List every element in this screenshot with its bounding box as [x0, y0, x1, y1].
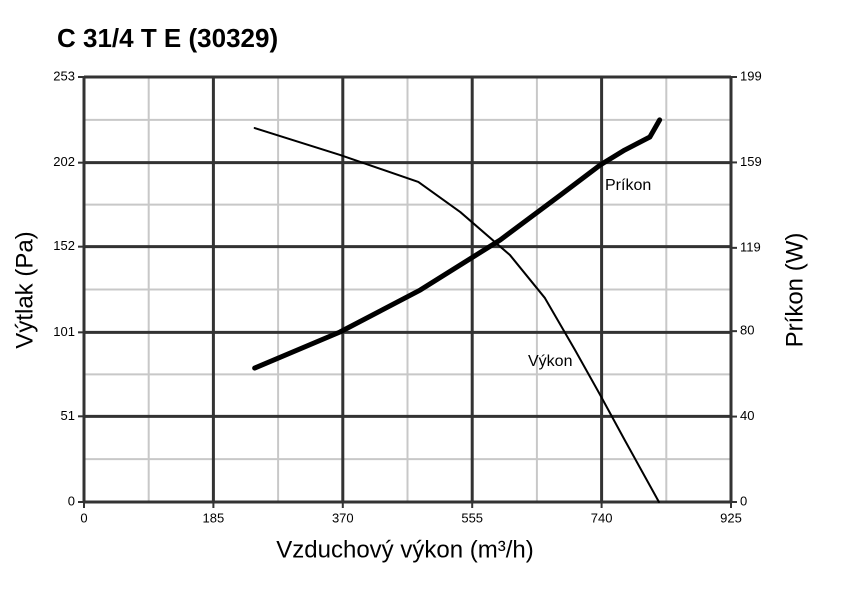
y-tick-label: 152	[53, 238, 75, 253]
y-tick-label: 51	[61, 408, 75, 423]
y2-tick-label: 159	[740, 154, 762, 169]
x-tick-label: 740	[591, 510, 613, 525]
x-tick-label: 0	[80, 510, 87, 525]
y2-axis-label: Príkon (W)	[781, 233, 808, 348]
x-tick-label: 925	[720, 510, 742, 525]
y-axis-label: Výtlak (Pa)	[11, 231, 38, 348]
x-tick-label: 370	[332, 510, 354, 525]
y2-tick-label: 119	[740, 239, 761, 254]
series-label: Príkon	[605, 177, 651, 194]
y2-tick-label: 199	[740, 68, 762, 83]
y2-tick-label: 40	[740, 408, 754, 423]
x-tick-label: 185	[203, 510, 225, 525]
y-tick-label: 0	[68, 493, 75, 508]
y-tick-label: 202	[53, 154, 75, 169]
y-tick-label: 101	[53, 324, 75, 339]
series-line	[253, 127, 660, 503]
y2-tick-label: 0	[740, 493, 747, 508]
x-axis-label: Vzduchový výkon (m³/h)	[276, 536, 533, 563]
y-tick-label: 253	[53, 68, 75, 83]
series-line	[252, 117, 663, 371]
series-label: Výkon	[528, 353, 572, 370]
y2-tick-label: 80	[740, 323, 754, 338]
chart-title: C 31/4 T E (30329)	[57, 23, 278, 53]
x-tick-label: 555	[461, 510, 483, 525]
